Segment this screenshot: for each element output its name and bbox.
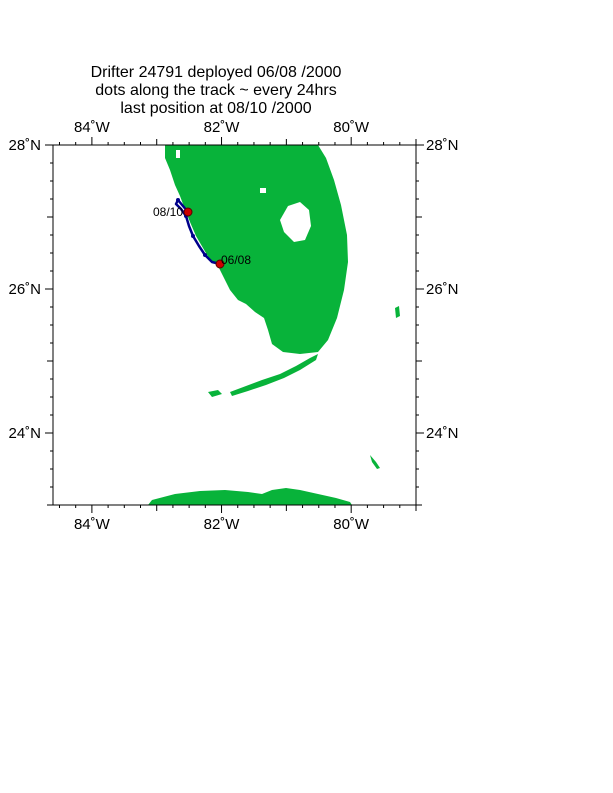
daily-dot	[203, 253, 207, 257]
lon-label-top: 84˚W	[74, 119, 111, 136]
cuba-coast	[148, 488, 352, 505]
title-line-3: last position at 08/10 /2000	[120, 100, 312, 117]
land-layer	[148, 145, 400, 505]
lat-label-right: 28˚N	[426, 137, 459, 154]
lat-label-left: 26˚N	[8, 281, 41, 298]
inlet	[176, 150, 180, 158]
florida-keys	[230, 354, 318, 396]
inlet	[260, 188, 266, 193]
daily-dot	[191, 234, 195, 238]
keys-islet	[208, 390, 222, 397]
last-position-label: 08/10	[153, 205, 183, 219]
title-line-2: dots along the track ~ every 24hrs	[95, 82, 337, 99]
lon-label-bottom: 84˚W	[74, 516, 111, 533]
lon-label-top: 80˚W	[333, 119, 370, 136]
florida-peninsula	[165, 145, 348, 354]
lat-label-right: 26˚N	[426, 281, 459, 298]
lat-label-right: 24˚N	[426, 425, 459, 442]
lat-label-left: 24˚N	[8, 425, 41, 442]
reef-fragment	[370, 455, 380, 469]
lon-label-bottom: 82˚W	[204, 516, 241, 533]
lake-okeechobee	[280, 202, 311, 242]
lat-label-left: 28˚N	[8, 137, 41, 154]
axis-ticks	[45, 137, 424, 513]
map-title: Drifter 24791 deployed 06/08 /2000 dots …	[16, 64, 416, 118]
last-position-marker	[183, 207, 193, 217]
deployment-marker	[215, 259, 225, 269]
title-line-1: Drifter 24791 deployed 06/08 /2000	[90, 64, 342, 81]
lon-label-top: 82˚W	[204, 119, 241, 136]
deployment-label: 06/08	[221, 253, 251, 267]
lon-label-bottom: 80˚W	[333, 516, 370, 533]
daily-dot	[176, 198, 180, 202]
bahamas-fragment	[395, 306, 400, 318]
axis-tick-labels: 84˚W 84˚W 82˚W 82˚W 80˚W 80˚W 28˚N 28˚N 26˚N 26˚N…	[8, 119, 458, 533]
